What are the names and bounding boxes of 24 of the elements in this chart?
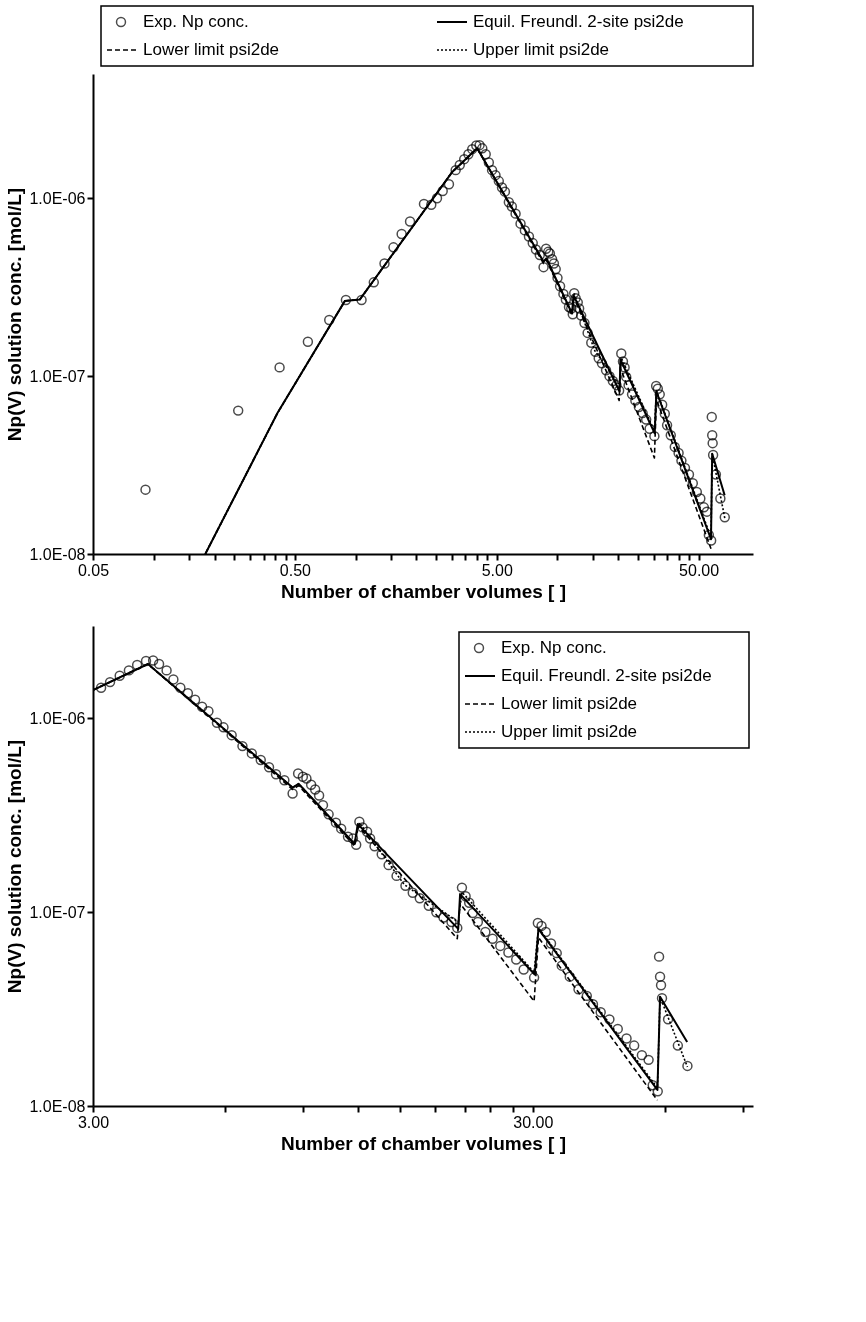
legend-label: Equil. Freundl. 2-site psi2de xyxy=(501,666,712,685)
legend-label: Lower limit psi2de xyxy=(501,694,638,713)
legend-label: Upper limit psi2de xyxy=(501,722,638,741)
legend-label: Upper limit psi2de xyxy=(473,40,610,59)
legend-label: Exp. Np conc. xyxy=(501,638,607,657)
legend-label: Exp. Np conc. xyxy=(143,12,249,31)
y-tick-label: 1.0E-06 xyxy=(29,189,86,207)
x-tick-label: 30.00 xyxy=(513,1113,554,1131)
y-tick-label: 1.0E-07 xyxy=(29,903,86,921)
x-tick-label: 0.05 xyxy=(77,561,110,579)
x-tick-label: 0.50 xyxy=(279,561,312,579)
y-tick-label: 1.0E-08 xyxy=(29,545,86,563)
x-axis-title: Number of chamber volumes [ ] xyxy=(280,580,567,602)
y-axis-title: Np(V) solution conc. [mol/L] xyxy=(4,739,26,994)
x-tick-label: 50.00 xyxy=(679,561,720,579)
y-axis-title: Np(V) solution conc. [mol/L] xyxy=(4,187,26,442)
x-axis-title: Number of chamber volumes [ ] xyxy=(280,1132,567,1154)
y-tick-label: 1.0E-07 xyxy=(29,367,86,385)
y-tick-label: 1.0E-08 xyxy=(29,1097,86,1115)
legend-label: Equil. Freundl. 2-site psi2de xyxy=(473,12,684,31)
y-tick-label: 1.0E-06 xyxy=(29,709,86,727)
x-tick-label: 3.00 xyxy=(77,1113,110,1131)
legend-label: Lower limit psi2de xyxy=(143,40,280,59)
x-tick-label: 5.00 xyxy=(481,561,513,579)
